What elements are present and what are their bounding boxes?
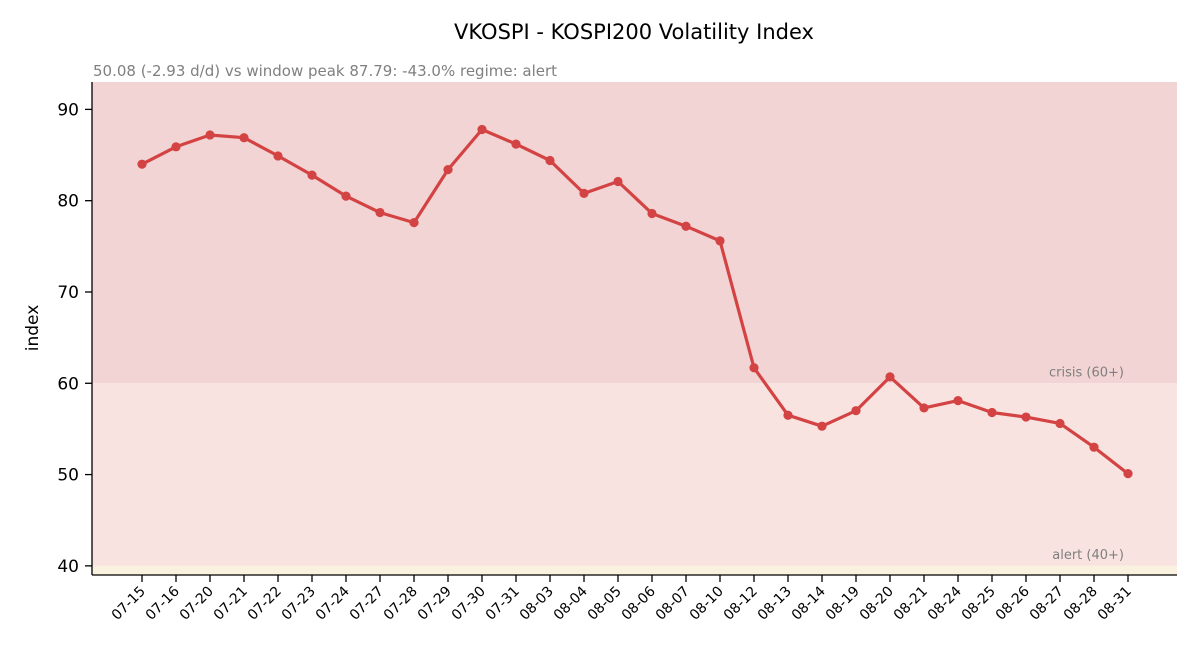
data-point-26 <box>1021 412 1031 422</box>
x-tick-label-8: 07-28 <box>381 584 421 624</box>
series-layer <box>137 124 1133 479</box>
band-0 <box>92 82 1177 384</box>
x-tick-label-25: 08-25 <box>959 584 999 624</box>
data-point-8 <box>409 217 419 228</box>
y-tick-label-2: 60 <box>57 374 79 394</box>
x-tick-label-22: 08-20 <box>857 584 897 624</box>
x-tick-label-10: 07-30 <box>449 584 489 624</box>
data-point-13 <box>579 188 589 198</box>
data-point-17 <box>715 236 725 246</box>
y-tick-label-1: 50 <box>57 466 79 486</box>
y-axis-label: index <box>23 305 43 352</box>
data-point-1 <box>171 142 181 152</box>
y-tick-label-4: 80 <box>57 192 79 212</box>
data-point-3 <box>239 133 249 143</box>
x-axis: 07-1507-1607-2007-2107-2207-2307-2407-27… <box>109 575 1135 624</box>
data-point-24 <box>953 396 963 406</box>
data-point-29 <box>1123 469 1133 479</box>
x-tick-label-4: 07-22 <box>245 584 285 624</box>
data-point-15 <box>647 208 657 219</box>
y-tick-label-0: 40 <box>57 557 79 577</box>
spines <box>91 82 1177 576</box>
x-tick-label-16: 08-07 <box>653 584 693 624</box>
x-tick-label-28: 08-28 <box>1061 584 1101 624</box>
chart-subtitle: 50.08 (-2.93 d/d) vs window peak 87.79: … <box>93 62 557 80</box>
band-2 <box>92 565 1177 575</box>
x-tick-label-14: 08-05 <box>585 584 625 624</box>
x-tick-label-17: 08-10 <box>687 584 727 624</box>
x-tick-label-27: 08-27 <box>1027 584 1067 624</box>
data-point-28 <box>1089 442 1099 452</box>
x-tick-label-0: 07-15 <box>109 584 149 624</box>
x-tick-label-12: 08-03 <box>517 584 557 624</box>
x-tick-label-20: 08-14 <box>789 583 829 623</box>
x-tick-label-21: 08-19 <box>823 584 863 624</box>
x-tick-label-23: 08-21 <box>891 584 931 624</box>
data-point-6 <box>341 191 351 201</box>
y-tick-label-3: 70 <box>57 283 79 303</box>
x-tick-label-29: 08-31 <box>1095 584 1135 624</box>
x-tick-label-1: 07-16 <box>143 583 183 623</box>
band-label-1: alert (40+) <box>1052 548 1124 563</box>
y-axis: 40 50 60 70 80 90 <box>57 100 92 577</box>
data-point-11 <box>511 139 521 149</box>
x-tick-label-7: 07-27 <box>347 584 387 624</box>
data-point-21 <box>851 406 861 416</box>
x-tick-label-9: 07-29 <box>415 584 455 624</box>
data-point-14 <box>613 176 623 187</box>
data-point-23 <box>919 403 929 413</box>
x-tick-label-26: 08-26 <box>993 583 1033 623</box>
series-line-0 <box>140 127 1130 476</box>
x-tick-label-24: 08-24 <box>925 583 965 623</box>
x-tick-label-3: 07-21 <box>211 584 251 624</box>
y-tick-label-5: 90 <box>57 100 79 120</box>
data-point-25 <box>987 407 997 418</box>
data-point-22 <box>885 372 895 382</box>
x-tick-label-18: 08-12 <box>721 584 761 624</box>
x-tick-label-11: 07-31 <box>483 584 523 624</box>
data-point-27 <box>1055 418 1065 429</box>
bands-layer: crisis (60+) alert (40+) <box>92 82 1177 575</box>
x-tick-label-19: 08-13 <box>755 584 795 624</box>
x-tick-label-15: 08-06 <box>619 583 659 623</box>
x-tick-label-6: 07-24 <box>313 583 353 623</box>
x-tick-label-5: 07-23 <box>279 584 319 624</box>
data-point-16 <box>681 221 691 231</box>
data-point-5 <box>307 170 317 180</box>
data-point-10 <box>477 124 487 135</box>
data-point-20 <box>817 421 827 431</box>
x-tick-label-2: 07-20 <box>177 584 217 624</box>
chart-title: VKOSPI - KOSPI200 Volatility Index <box>454 20 814 44</box>
band-1 <box>92 383 1177 566</box>
data-point-19 <box>783 410 793 420</box>
data-point-0 <box>137 159 147 169</box>
data-point-7 <box>375 207 385 218</box>
data-point-12 <box>545 155 555 166</box>
band-label-0: crisis (60+) <box>1049 365 1124 380</box>
data-point-9 <box>443 165 453 175</box>
data-point-18 <box>749 363 759 373</box>
x-tick-label-13: 08-04 <box>551 583 591 623</box>
data-point-2 <box>205 130 215 140</box>
data-point-4 <box>273 151 283 161</box>
